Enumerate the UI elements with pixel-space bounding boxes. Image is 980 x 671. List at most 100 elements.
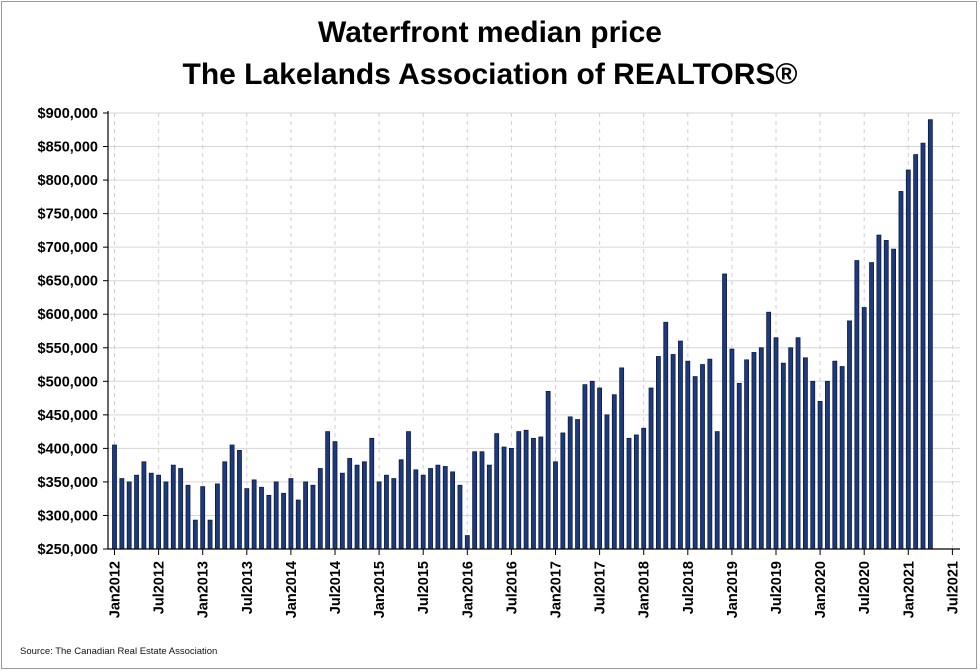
x-tick-label: Jan2017 <box>549 561 565 618</box>
bar <box>648 387 654 550</box>
bar <box>317 468 323 550</box>
bar <box>457 484 463 550</box>
bar <box>310 484 316 550</box>
x-tick-label: Jan2018 <box>637 561 653 618</box>
bar <box>758 347 764 550</box>
bar <box>847 320 852 550</box>
bar <box>288 478 294 550</box>
bar <box>222 461 228 550</box>
bar <box>332 441 338 550</box>
bar <box>148 472 154 550</box>
bar <box>281 492 286 550</box>
y-tick-label: $550,000 <box>38 341 98 357</box>
source-note: Source: The Canadian Real Estate Associa… <box>20 646 218 657</box>
bar <box>560 432 566 550</box>
bar <box>700 364 705 550</box>
y-tick-label: $850,000 <box>38 140 98 156</box>
bar <box>839 366 845 550</box>
y-tick-label: $250,000 <box>38 542 98 558</box>
bar <box>501 446 507 550</box>
bar <box>200 486 206 550</box>
bar <box>913 154 919 550</box>
y-tick-label: $500,000 <box>38 374 98 390</box>
bar <box>119 478 125 550</box>
bar <box>545 390 551 550</box>
x-tick-label: Jan2013 <box>196 561 212 618</box>
y-tick-label: $800,000 <box>38 173 98 189</box>
x-tick-label: Jul2016 <box>504 561 520 614</box>
x-tick-label: Jul2015 <box>416 561 432 614</box>
bar <box>450 471 456 550</box>
bar <box>361 461 367 550</box>
bar <box>494 433 500 550</box>
bar <box>575 419 580 550</box>
bar <box>633 434 639 550</box>
bar <box>229 444 235 550</box>
bar <box>685 360 691 550</box>
bar <box>810 380 816 550</box>
y-tick-label: $450,000 <box>38 408 98 424</box>
bar <box>163 481 169 550</box>
x-tick-label: Jan2012 <box>108 561 124 618</box>
bar <box>251 479 257 550</box>
y-tick-label: $350,000 <box>38 475 98 491</box>
bar <box>663 321 669 550</box>
bar <box>898 191 904 550</box>
bar <box>803 357 808 550</box>
bar <box>692 376 698 550</box>
y-tick-label: $750,000 <box>38 207 98 223</box>
bar <box>435 464 441 550</box>
bar <box>773 337 779 550</box>
bar <box>185 484 191 550</box>
bar <box>788 347 794 550</box>
bar <box>464 535 470 550</box>
bar <box>905 169 911 550</box>
bar <box>869 262 874 550</box>
x-tick-label: Jan2020 <box>813 561 829 618</box>
bar <box>325 431 331 550</box>
bar <box>266 494 272 550</box>
x-tick-label: Jul2019 <box>769 561 785 614</box>
bar <box>854 260 860 550</box>
bar <box>398 459 404 550</box>
bar <box>112 444 117 550</box>
bar <box>516 431 522 550</box>
x-tick-label: Jul2018 <box>681 561 697 614</box>
x-tick-label: Jan2021 <box>901 561 917 618</box>
bar <box>825 380 830 550</box>
bar <box>156 474 162 550</box>
bar <box>751 352 757 550</box>
bar <box>339 472 345 550</box>
bar <box>722 273 727 550</box>
bar <box>347 458 353 550</box>
x-tick-label: Jan2016 <box>460 561 476 618</box>
bar <box>817 401 823 550</box>
x-tick-label: Jan2019 <box>725 561 741 618</box>
y-tick-label: $300,000 <box>38 508 98 524</box>
bar <box>237 449 242 550</box>
bar <box>295 499 301 550</box>
bar <box>134 474 139 550</box>
bar <box>656 356 661 550</box>
bar <box>597 387 602 550</box>
bar <box>420 474 426 550</box>
y-tick-label: $650,000 <box>38 274 98 290</box>
bar <box>707 358 713 550</box>
bar <box>670 354 676 550</box>
bar <box>376 481 382 550</box>
bar <box>207 519 213 550</box>
bar <box>259 486 264 550</box>
x-tick-label: Jul2013 <box>240 561 256 614</box>
x-tick-label: Jul2012 <box>152 561 168 614</box>
bar <box>214 483 220 550</box>
bar <box>141 461 147 550</box>
bar <box>678 340 683 550</box>
bar <box>891 248 896 550</box>
chart-subtitle: The Lakelands Association of REALTORS® <box>182 58 798 91</box>
bar <box>126 481 132 550</box>
bar <box>479 451 485 550</box>
x-tick-label: Jul2017 <box>593 561 609 614</box>
chart-title: Waterfront median price <box>318 16 662 49</box>
bar <box>626 437 632 550</box>
